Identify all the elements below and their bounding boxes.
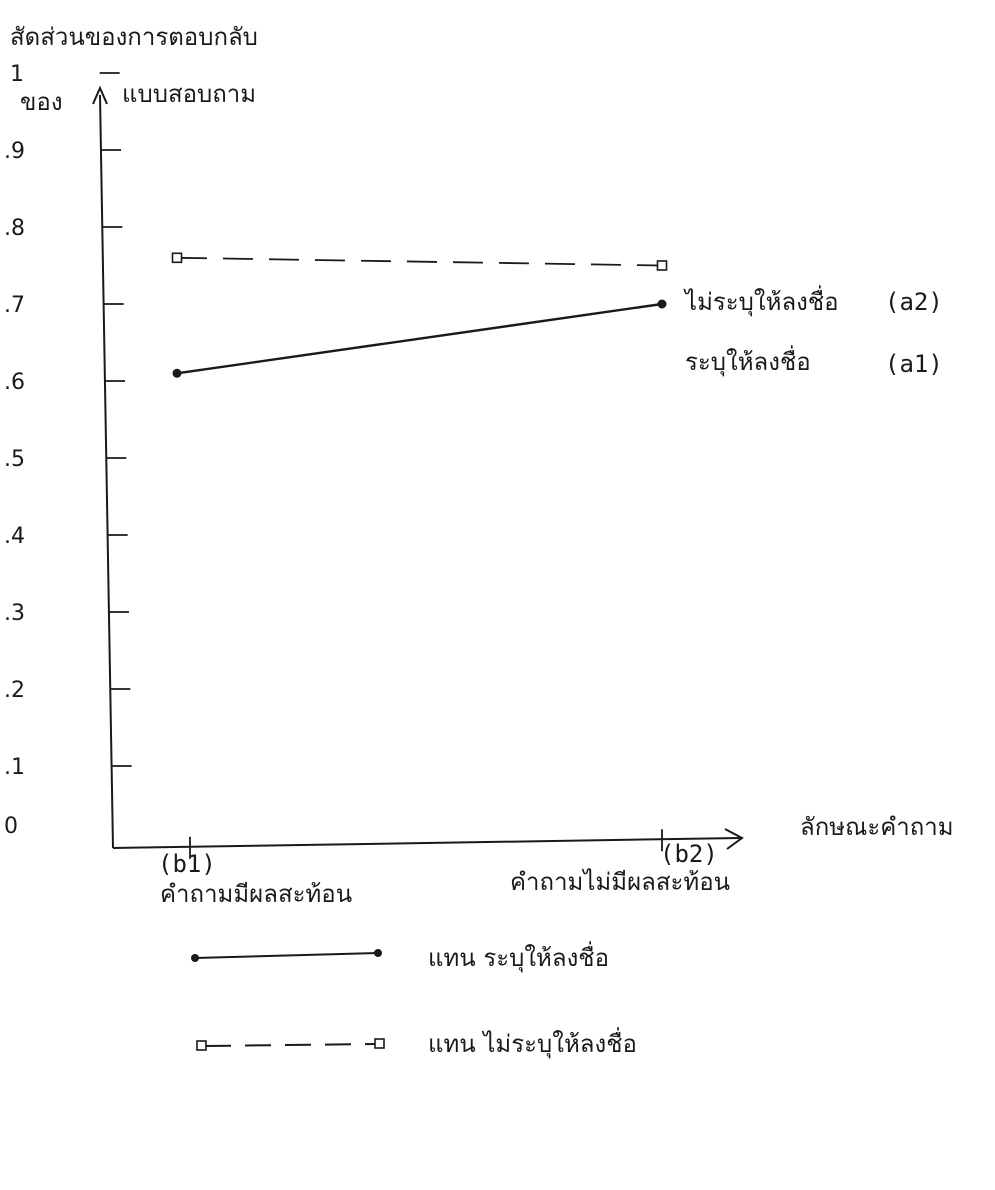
legend-item-solid: แทน ระบุให้ลงชื่อ xyxy=(191,941,609,973)
legend-solid-label: แทน ระบุให้ลงชื่อ xyxy=(428,941,609,973)
y-axis xyxy=(92,85,114,849)
category-code-b1: (b1) xyxy=(158,850,216,878)
legend-dashed-marker-end xyxy=(374,1038,385,1049)
series-label-a1: ระบุให้ลงชื่อ (a1) xyxy=(685,345,943,378)
category-label-b2: คำถามไม่มีผลสะท้อน xyxy=(510,868,730,896)
data-point-a2-b2 xyxy=(656,260,668,271)
data-point-a2-b1 xyxy=(171,252,183,264)
legend-solid-marker-start xyxy=(191,954,199,962)
series-label-a2-code: (a2) xyxy=(885,288,943,316)
y-tick-label-5: .5 xyxy=(4,447,25,472)
x-ticks xyxy=(189,829,663,859)
series-line-a2 xyxy=(176,256,663,267)
category-label-b1: คำถามมีผลสะท้อน xyxy=(160,880,352,908)
y-axis-title-line1: สัดส่วนของการตอบกลับ xyxy=(10,23,258,51)
legend-item-dashed: แทน ไม่ระบุให้ลงชื่อ xyxy=(196,1027,637,1059)
x-axis-title: ลักษณะคำถาม xyxy=(800,813,954,841)
y-tick-label-6: .6 xyxy=(4,370,25,395)
y-tick-label-7: .7 xyxy=(4,293,25,318)
x-axis xyxy=(112,828,744,850)
data-point-a1-b1 xyxy=(172,368,182,378)
legend-dashed-line xyxy=(204,1043,376,1047)
y-tick-label-10: 1 xyxy=(10,62,24,87)
y-tick-label-9: .9 xyxy=(4,139,25,164)
y-tick-label-4: .4 xyxy=(4,524,25,549)
y-axis-arrow xyxy=(92,85,108,105)
legend-dashed-label: แทน ไม่ระบุให้ลงชื่อ xyxy=(428,1027,637,1059)
y-axis-line xyxy=(99,94,114,849)
y-tick-label-1: .1 xyxy=(4,755,25,780)
legend-solid-marker-end xyxy=(374,949,382,957)
data-point-a1-b2 xyxy=(657,299,667,309)
series-label-a1-code: (a1) xyxy=(885,350,943,378)
y-ticks: 0 .1 .2 .3 .4 .5 .6 .7 .8 .9 1 xyxy=(4,62,132,839)
y-axis-title-line2-right: แบบสอบถาม xyxy=(122,80,256,108)
series-label-a2: ไม่ระบุให้ลงชื่อ (a2) xyxy=(683,285,943,317)
series-line-a1 xyxy=(176,302,663,375)
x-axis-arrow xyxy=(724,828,744,850)
category-code-b2: (b2) xyxy=(660,840,718,868)
y-tick-label-3: .3 xyxy=(4,601,25,626)
y-axis-title-line2-left: ของ xyxy=(20,88,63,116)
y-tick-label-0: 0 xyxy=(4,814,18,839)
legend-dashed-marker-start xyxy=(196,1040,207,1051)
legend-solid-line xyxy=(194,952,379,959)
y-tick-label-2: .2 xyxy=(4,678,25,703)
y-tick-label-8: .8 xyxy=(4,216,25,241)
series-label-a2-name: ไม่ระบุให้ลงชื่อ xyxy=(683,285,839,317)
legend: แทน ระบุให้ลงชื่อ แทน ไม่ระบุให้ลงชื่อ xyxy=(191,941,637,1059)
x-axis-line xyxy=(112,837,741,849)
series-layer xyxy=(171,252,668,378)
series-label-a1-name: ระบุให้ลงชื่อ xyxy=(685,345,811,377)
